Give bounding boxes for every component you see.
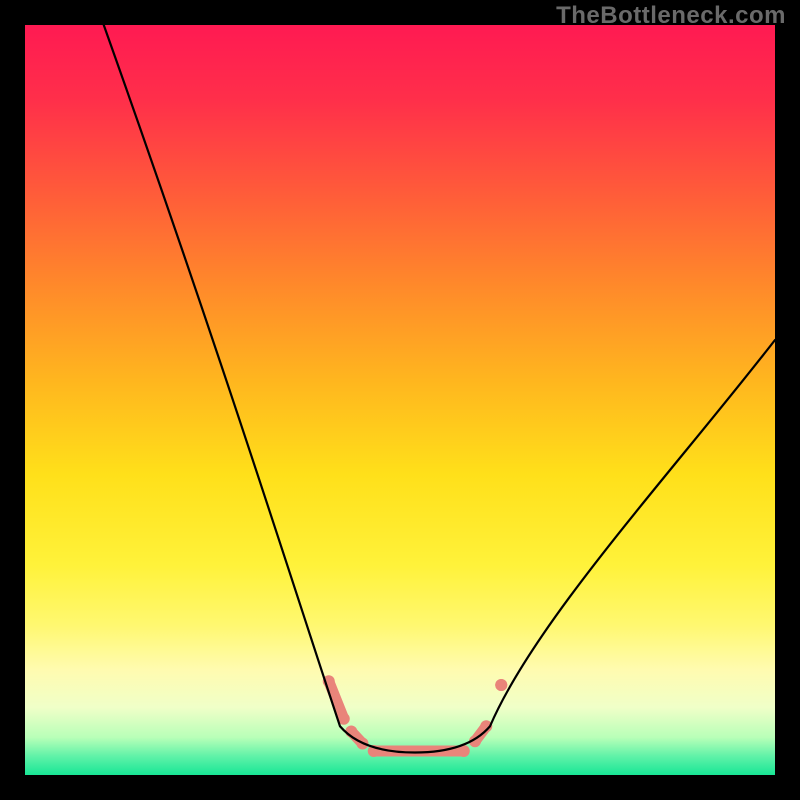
watermark-text: TheBottleneck.com bbox=[556, 2, 786, 30]
frame-left bbox=[0, 0, 25, 800]
frame-bottom bbox=[0, 775, 800, 800]
plot-area bbox=[25, 25, 775, 775]
frame-right bbox=[775, 0, 800, 800]
